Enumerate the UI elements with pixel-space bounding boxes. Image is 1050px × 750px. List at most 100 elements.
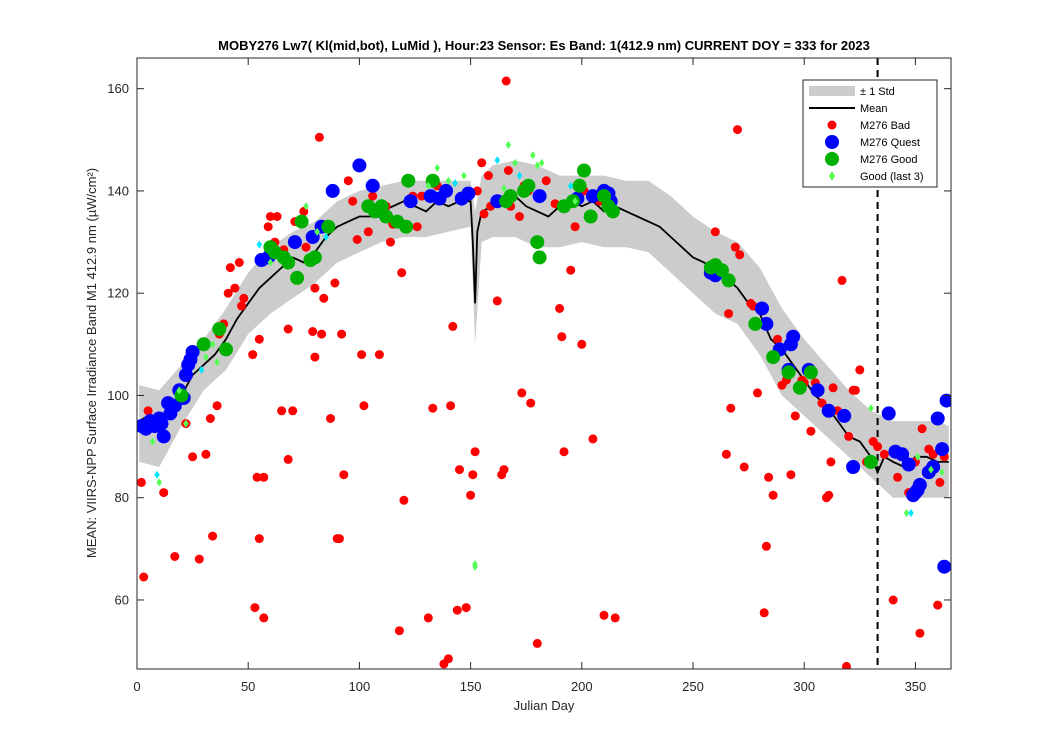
bad-point — [343, 176, 353, 186]
bad-point — [559, 447, 569, 457]
bad-point — [570, 222, 580, 232]
good-point — [721, 273, 736, 288]
good-last3-point — [928, 465, 934, 474]
x-tick-label: 250 — [682, 679, 704, 694]
good-last3-point — [425, 181, 432, 190]
bad-point — [773, 334, 782, 344]
bad-point — [739, 462, 749, 472]
legend-box — [802, 79, 938, 188]
bad-point — [933, 600, 943, 610]
bad-point — [824, 490, 834, 500]
legend-label-bad: M276 Bad — [860, 120, 910, 132]
y-tick-label: 160 — [107, 81, 129, 96]
bad-point — [759, 608, 769, 618]
quest-point — [926, 460, 941, 474]
good-last3-point — [939, 468, 945, 477]
good-last3-point — [434, 163, 441, 172]
good-point — [379, 209, 394, 224]
good-last3-point — [183, 419, 189, 428]
good-last3-point — [154, 470, 160, 479]
bad-point — [159, 488, 169, 498]
y-axis-label: MEAN: VIIRS-NPP Surface Irradiance Band … — [84, 168, 99, 558]
bad-point — [170, 552, 180, 561]
bad-point — [764, 472, 774, 482]
bad-point — [230, 283, 240, 293]
quest-point — [287, 235, 302, 250]
bad-point — [526, 398, 536, 408]
good-last3-point — [445, 176, 452, 185]
y-tick-label: 60 — [115, 592, 129, 607]
good-point — [399, 219, 414, 234]
bad-point — [855, 365, 865, 375]
bad-point — [566, 265, 576, 275]
bad-point — [225, 263, 235, 273]
bad-point — [308, 327, 318, 336]
good-point — [863, 454, 878, 469]
bad-point — [873, 442, 883, 452]
bad-point — [726, 403, 736, 413]
bad-point — [283, 454, 293, 464]
bad-point — [386, 237, 395, 247]
quest-point — [532, 189, 547, 204]
quest-point — [937, 559, 951, 574]
plot-layer — [137, 58, 951, 669]
bad-point — [555, 304, 565, 313]
x-tick-label: 350 — [905, 679, 927, 694]
bad-point — [817, 398, 827, 408]
bad-point — [828, 383, 838, 393]
bad-point — [479, 209, 489, 219]
x-axis-label: Julian Day — [514, 698, 575, 713]
bad-point — [893, 472, 903, 482]
good-last3-point — [572, 197, 578, 206]
bad-point — [452, 605, 462, 615]
good-point — [532, 250, 547, 265]
good-last3-point — [501, 184, 507, 193]
bad-point — [288, 406, 298, 416]
x-tick-label: 0 — [133, 679, 140, 694]
bad-point — [844, 431, 854, 441]
good-last3-point — [472, 562, 478, 571]
y-tick-label: 140 — [107, 183, 129, 198]
bad-point — [483, 171, 493, 181]
bad-point — [259, 613, 269, 623]
legend-label-good: M276 Good — [860, 154, 917, 166]
good-point — [605, 204, 620, 219]
quest-point — [156, 429, 171, 444]
bad-point — [721, 449, 731, 459]
good-last3-point — [868, 404, 874, 413]
bad-point — [417, 191, 427, 201]
good-last3-point — [214, 358, 220, 367]
bad-point — [826, 457, 836, 467]
bad-point — [237, 301, 246, 311]
good-last3-point — [567, 181, 574, 190]
bad-point — [205, 414, 215, 423]
bad-point — [223, 288, 233, 298]
bad-point — [314, 132, 324, 142]
bad-point — [761, 541, 771, 551]
good-point — [577, 163, 591, 178]
quest-point — [403, 194, 418, 209]
bad-point — [806, 426, 816, 436]
bad-point — [499, 465, 509, 475]
quest-point — [365, 178, 380, 193]
bad-point — [492, 296, 502, 306]
good-point — [583, 209, 598, 224]
y-tick-label: 100 — [107, 388, 129, 403]
bad-point — [330, 278, 340, 288]
bad-point — [733, 125, 742, 135]
bad-point — [917, 424, 927, 434]
quest-point — [930, 411, 945, 426]
bad-point — [786, 470, 796, 480]
good-last3-point — [538, 158, 545, 167]
bad-point — [532, 638, 542, 648]
chart-title: MOBY276 Lw7( Kl(mid,bot), LuMid ), Hour:… — [218, 38, 870, 53]
bad-point — [724, 309, 734, 319]
quest-point — [759, 316, 774, 331]
bad-point — [239, 293, 249, 303]
good-point — [212, 322, 227, 336]
bad-point — [301, 242, 311, 252]
bad-point — [517, 388, 527, 398]
bad-point — [455, 465, 464, 475]
good-point — [748, 316, 763, 331]
